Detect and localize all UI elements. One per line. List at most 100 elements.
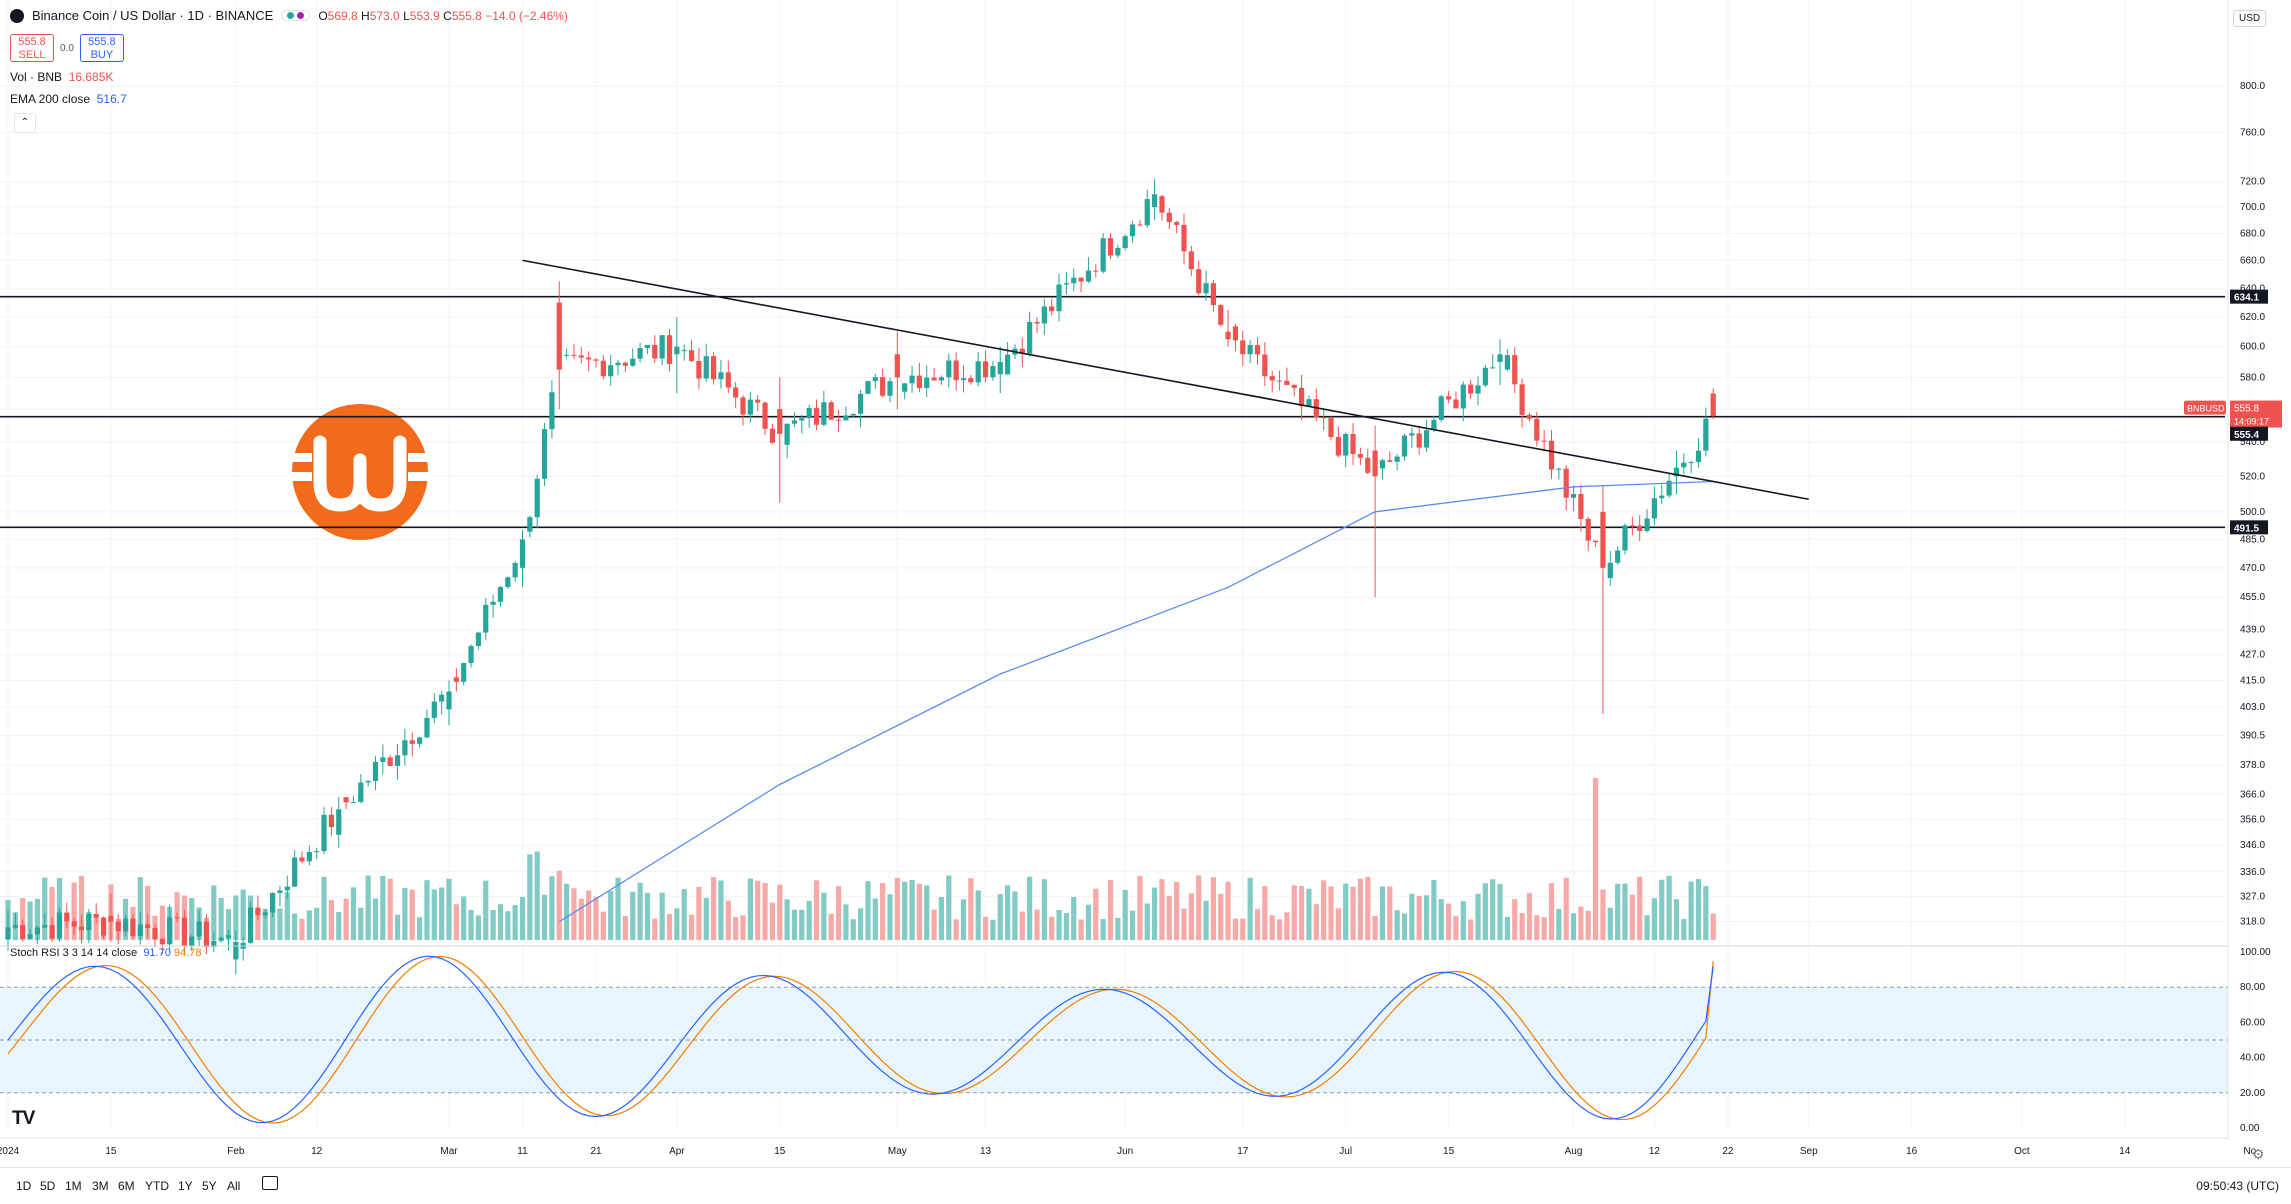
volume-bar [571,888,577,940]
volume-bar [1666,875,1672,940]
candle-body [424,717,430,738]
candle-body [336,809,342,835]
volume-bar [1159,879,1165,940]
price-tick-label: 327.0 [2240,891,2265,902]
trade-panel: 555.8 SELL 0.0 555.8 BUY [10,34,124,62]
time-tick-label: 15 [774,1146,786,1157]
volume-bar [380,875,386,940]
candle-body [306,851,312,862]
candle-body [938,377,945,381]
volume-bar [1629,894,1635,940]
time-tick-label: 12 [311,1146,323,1157]
utc-clock[interactable]: 09:50:43 (UTC) [2196,1179,2279,1193]
range-5y[interactable]: 5Y [202,1179,217,1193]
volume-bar [1453,916,1459,940]
volume-bar [1394,910,1400,940]
candle-body [740,397,746,415]
candle-body [1166,212,1172,222]
range-all[interactable]: All [227,1179,241,1193]
range-3m[interactable]: 3M [92,1179,109,1193]
candle-body [1556,468,1562,470]
collapse-legend-icon[interactable]: ⌃ [14,113,36,133]
volume-bar [960,899,967,940]
candle-body [622,362,628,366]
time-tick-label: Feb [227,1146,245,1157]
candle-body [1093,270,1099,272]
volume-bar [372,898,379,940]
candle-body [380,757,386,762]
candle-body [1041,306,1047,324]
volume-bar [1071,897,1077,940]
price-tick-label: 500.0 [2240,507,2265,518]
candle-body [1137,224,1143,226]
candle-body [439,694,445,702]
range-ytd[interactable]: YTD [145,1179,169,1193]
market-status-icon[interactable] [281,10,311,21]
candle-body [1570,494,1577,498]
volume-bar [1504,916,1510,940]
time-tick-label: 11 [517,1146,528,1157]
candle-body [630,358,636,366]
volume-bar [1232,918,1239,940]
ema-legend[interactable]: EMA 200 close 516.7 [10,92,127,106]
calendar-icon[interactable] [262,1176,278,1190]
candle-body [777,409,783,434]
volume-bar [1688,881,1694,940]
candle-body [1379,460,1386,469]
candle-body [387,757,393,766]
volume-bar [659,892,665,940]
volume-bar [791,909,798,940]
symbol-tag-text: BNBUSD [2187,404,2225,414]
time-tick-label: Oct [2014,1146,2030,1157]
volume-bar [262,908,268,940]
candle-body [1247,345,1253,355]
volume-bar [637,882,643,940]
candle-body [1497,354,1503,362]
buy-button[interactable]: 555.8 BUY [79,34,124,62]
candle-body [1519,384,1525,415]
sell-button[interactable]: 555.8 SELL [10,34,54,62]
volume-bar [1681,919,1687,940]
symbol-title[interactable]: Binance Coin / US Dollar · 1D · BINANCE [32,8,274,23]
candle-body [34,927,40,935]
volume-bar [1644,915,1650,940]
candle-body [1490,367,1496,369]
volume-bar [461,896,467,940]
time-tick-label: No [2243,1146,2256,1157]
candle-body [78,926,85,931]
tradingview-logo[interactable]: TV [12,1108,35,1129]
candle-body [586,357,592,360]
stoch-legend[interactable]: Stoch RSI 3 3 14 14 close 91.70 94.78 [10,947,202,959]
candle-body [394,755,401,766]
range-5d[interactable]: 5D [40,1179,56,1193]
candle-body [894,354,900,378]
currency-selector[interactable]: USD [2233,10,2267,27]
volume-legend[interactable]: Vol · BNB 16.685K [10,70,114,84]
volume-bar [1328,886,1334,940]
volume-bar [688,914,695,940]
time-tick-label: Aug [1565,1146,1583,1157]
candle-body [902,383,908,392]
volume-bar [718,880,724,940]
volume-bar [358,907,364,940]
volume-bar [1321,880,1327,940]
candle-body [461,663,467,682]
candle-body [1416,433,1422,448]
candle-body [1144,199,1150,226]
volume-bar [1578,906,1584,940]
volume-bar [1512,899,1518,940]
candle-body [703,356,709,379]
gear-icon[interactable]: ⚙ [2252,1146,2265,1162]
range-1m[interactable]: 1M [65,1179,82,1193]
volume-bar [1056,910,1062,940]
volume-bar [1350,886,1356,940]
range-1d[interactable]: 1D [16,1179,32,1193]
range-1y[interactable]: 1Y [178,1179,193,1193]
range-6m[interactable]: 6M [118,1179,135,1193]
volume-bar [1049,916,1055,940]
brand-logo-bar [408,472,430,481]
volume-bar [622,915,628,940]
volume-bar [1475,893,1481,940]
volume-bar [1225,881,1231,940]
